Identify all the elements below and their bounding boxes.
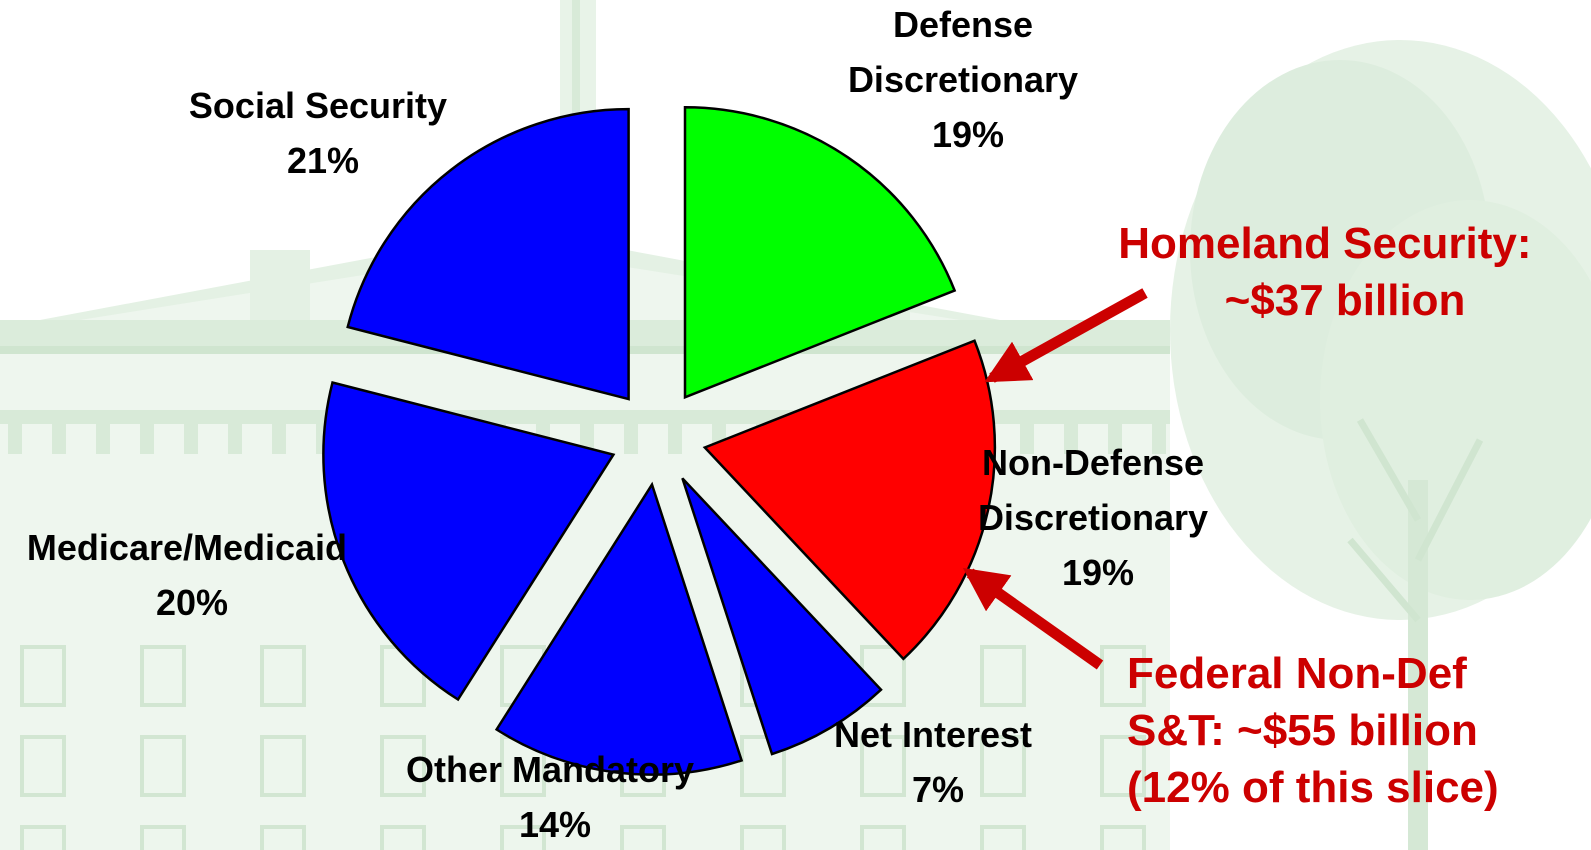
slice-other-mandatory xyxy=(494,481,744,776)
label-non-defense-discretionary: Non-Defense Discretionary 19% xyxy=(978,442,1218,593)
annotation-federal-st: Federal Non-Def S&T: ~$55 billion (12% o… xyxy=(1127,649,1499,812)
slice-net-interest xyxy=(681,477,883,756)
arrow-homeland-security xyxy=(984,288,1148,383)
label-social-security: Social Security 21% xyxy=(189,85,457,181)
label-defense-discretionary: Defense Discretionary 19% xyxy=(848,4,1088,155)
slice-defense-discretionary xyxy=(683,106,957,400)
slice-medicare-medicaid xyxy=(322,380,616,702)
annotation-homeland-security: Homeland Security: ~$37 billion xyxy=(1118,219,1543,325)
tree-silhouette xyxy=(1170,40,1591,850)
arrow-federal-st xyxy=(962,567,1104,670)
label-net-interest: Net Interest 7% xyxy=(834,714,1042,810)
label-medicare-medicaid: Medicare/Medicaid 20% xyxy=(27,527,357,623)
slice-social-security xyxy=(346,107,630,401)
label-other-mandatory: Other Mandatory 14% xyxy=(406,749,704,845)
